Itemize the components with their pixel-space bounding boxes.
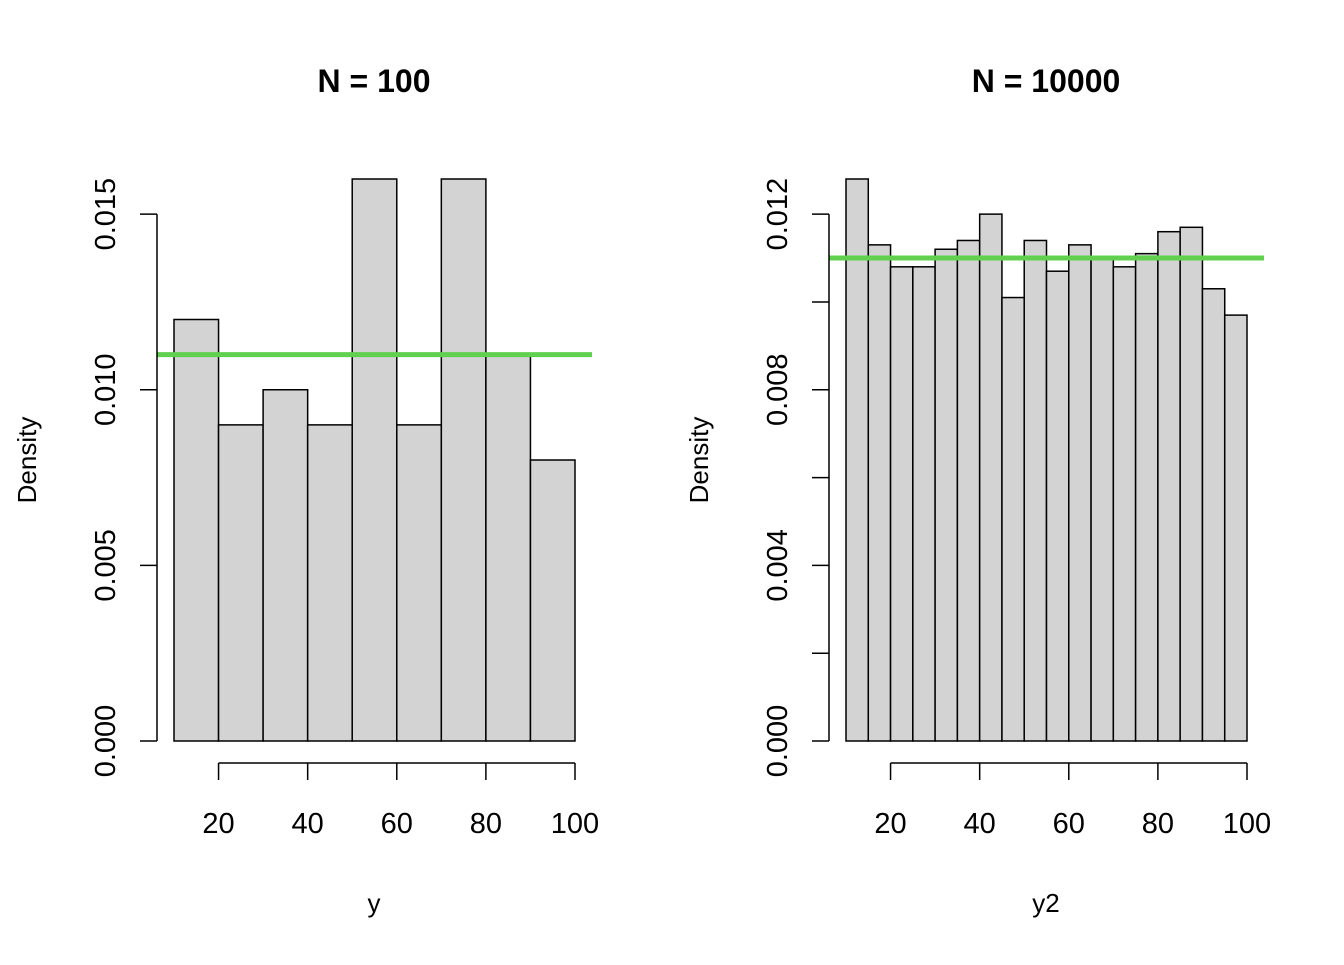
- x-tick-label: 100: [551, 808, 599, 840]
- x-tick-label: 60: [1053, 808, 1085, 840]
- histogram-bar: [1134, 252, 1159, 742]
- histogram-bar: [529, 459, 576, 742]
- y-tick-label: 0.000: [90, 705, 122, 778]
- y-tick-label: 0.015: [90, 178, 122, 251]
- y-tick-label: 0.012: [762, 178, 794, 251]
- histogram-bar: [867, 244, 892, 742]
- histogram-bar: [845, 178, 870, 742]
- histogram-bar: [1201, 288, 1226, 742]
- y-tick-label: 0.005: [90, 529, 122, 602]
- chart-title: N = 100: [318, 63, 431, 99]
- y-tick-label: 0.004: [762, 529, 794, 602]
- histogram-bar: [485, 353, 532, 742]
- histogram-bar: [1068, 244, 1092, 742]
- panel-1: 0.000 0.005 0.010 0.015 20 40 60 80 100 N = 100 y D…: [12, 63, 599, 918]
- histogram-bar: [1023, 239, 1048, 742]
- x-axis-label: y: [368, 888, 381, 918]
- y-tick-label: 0.000: [762, 705, 794, 778]
- x-tick-label: 100: [1223, 808, 1271, 840]
- x-tick-label: 40: [292, 808, 324, 840]
- histogram-bar: [217, 424, 264, 742]
- histogram-bar: [306, 424, 353, 742]
- histogram-bar: [912, 266, 936, 742]
- y-axis-label: Density: [12, 417, 42, 504]
- y-tick-label: 0.008: [762, 353, 794, 426]
- histogram-bar: [978, 213, 1003, 742]
- histogram-bar: [934, 248, 959, 742]
- panel-2: 0.000 0.004 0.008 0.012 20 40 60 80 100 N = 10000…: [684, 63, 1271, 918]
- histogram-bar: [440, 178, 487, 742]
- histogram-bar: [1001, 296, 1025, 742]
- histogram-bar: [1179, 226, 1204, 742]
- histogram-bar: [351, 178, 398, 742]
- x-tick-label: 20: [202, 808, 234, 840]
- histogram-bar: [956, 239, 981, 742]
- chart-title: N = 10000: [972, 63, 1121, 99]
- histogram-bar: [396, 424, 443, 742]
- histogram-bar: [173, 318, 220, 742]
- histogram-bar: [262, 389, 309, 742]
- y-axis-label: Density: [684, 417, 714, 504]
- x-tick-label: 80: [1142, 808, 1174, 840]
- x-tick-label: 60: [381, 808, 413, 840]
- x-axis-label: y2: [1032, 888, 1059, 918]
- x-tick-label: 80: [470, 808, 502, 840]
- histogram-bar: [1112, 266, 1137, 742]
- histogram-bar: [1223, 314, 1248, 742]
- y-tick-label: 0.010: [90, 353, 122, 426]
- x-tick-label: 20: [874, 808, 906, 840]
- histogram-bar: [1045, 270, 1070, 742]
- histogram-bar: [1157, 230, 1181, 742]
- histogram-bar: [1090, 257, 1115, 742]
- x-tick-label: 40: [964, 808, 996, 840]
- histogram-bar: [889, 266, 914, 742]
